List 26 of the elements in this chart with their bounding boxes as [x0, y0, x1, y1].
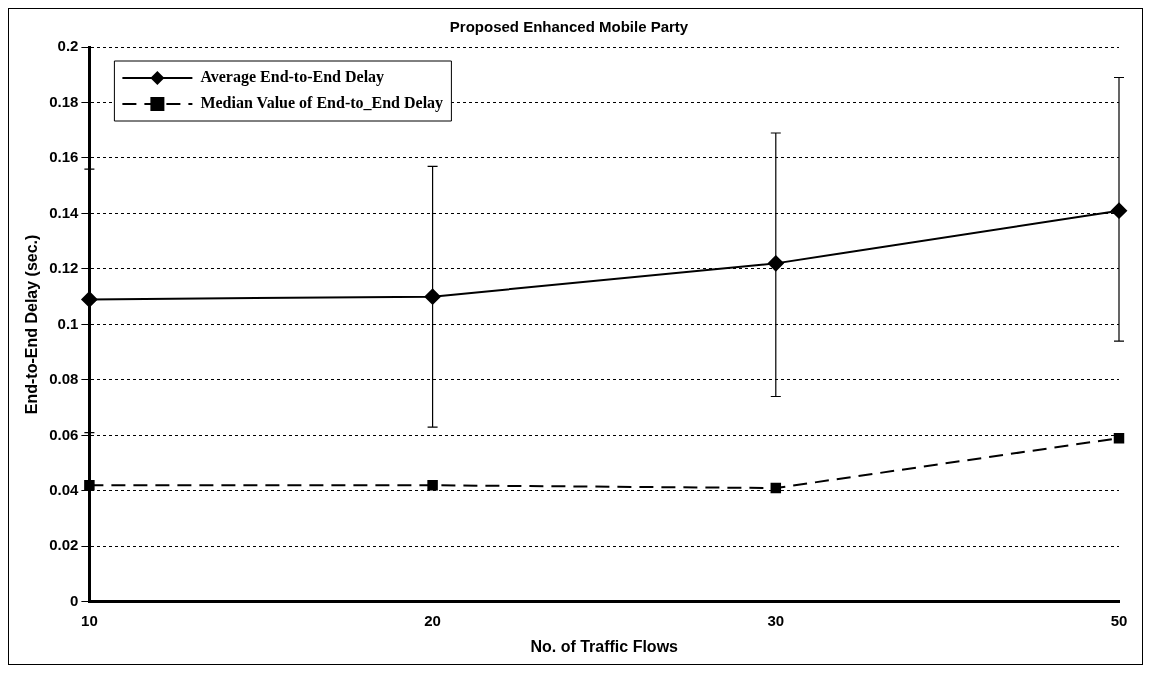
x-tick-label: 10 — [81, 611, 98, 629]
y-tick-label: 0.08 — [49, 370, 79, 388]
y-tick-label: 0.16 — [49, 148, 79, 166]
y-tick-label: 0 — [70, 591, 79, 609]
chart-title: Proposed Enhanced Mobile Party — [449, 18, 689, 36]
x-tick-label: 50 — [1110, 611, 1128, 629]
x-tick-label: 30 — [767, 611, 785, 629]
y-axis-title: End-to-End Delay (sec.) — [23, 234, 41, 415]
y-tick-label: 0.04 — [49, 480, 80, 498]
y-tick-label: 0.02 — [49, 536, 79, 554]
point — [84, 480, 95, 491]
point — [427, 480, 438, 491]
point — [424, 288, 441, 305]
point — [81, 291, 98, 308]
y-tick-label: 0.06 — [49, 425, 79, 443]
legend-label: Median Value of End-to_End Delay — [200, 94, 444, 113]
point — [1113, 432, 1125, 444]
y-tick-label: 0.2 — [57, 37, 79, 55]
y-tick-label: 0.12 — [49, 259, 79, 277]
y-tick-label: 0.1 — [57, 314, 79, 332]
y-tick-label: 0.18 — [49, 92, 79, 110]
x-tick-label: 20 — [424, 611, 441, 629]
legend-label: Average End-to-End Delay — [200, 68, 385, 87]
x-axis-title: No. of Traffic Flows — [530, 637, 679, 655]
point — [770, 482, 782, 494]
y-tick-label: 0.14 — [49, 203, 80, 221]
